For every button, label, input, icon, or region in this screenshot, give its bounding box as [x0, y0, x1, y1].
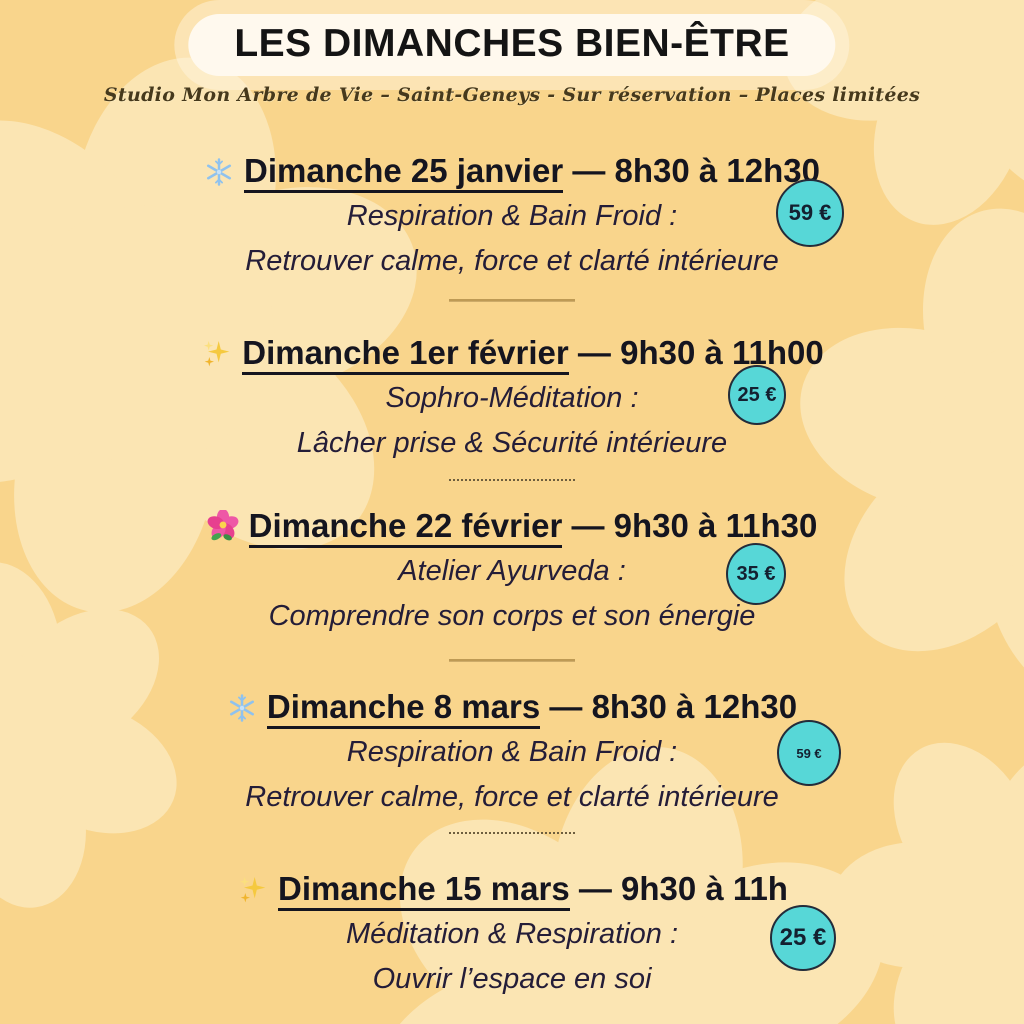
title-pill: LES DIMANCHES BIEN-ÊTRE: [188, 14, 836, 76]
event-description-1: Sophro-Méditation :: [385, 382, 639, 414]
event-time: 9h30 à 11h: [621, 870, 788, 907]
price-badge: 59 €: [777, 720, 841, 786]
sparkles-icon: [200, 335, 232, 381]
page-subtitle: Studio Mon Arbre de Vie – Saint-Geneys -…: [103, 84, 921, 106]
event-heading: Dimanche 8 mars — 8h30 à 12h30: [0, 684, 1024, 730]
event-time: 8h30 à 12h30: [591, 688, 798, 725]
hibiscus-icon: [207, 508, 239, 554]
dash: —: [577, 334, 611, 371]
event-item-3: Dimanche 22 février — 9h30 à 11h30 Ateli…: [0, 503, 1024, 639]
event-item-4: Dimanche 8 mars — 8h30 à 12h30 Respirati…: [0, 684, 1024, 820]
separator: [449, 299, 575, 301]
event-description-1: Respiration & Bain Froid :: [346, 736, 678, 768]
event-description-1: Atelier Ayurveda :: [398, 555, 626, 587]
event-heading: Dimanche 22 février — 9h30 à 11h30: [0, 503, 1024, 549]
event-description-2: Ouvrir l’espace en soi: [372, 963, 652, 995]
event-description-2: Comprendre son corps et son énergie: [268, 600, 756, 632]
separator: [449, 479, 575, 481]
event-heading: Dimanche 25 janvier — 8h30 à 12h30: [0, 148, 1024, 194]
event-description-2: Retrouver calme, force et clarté intérie…: [245, 245, 779, 277]
event-item-2: Dimanche 1er février — 9h30 à 11h00 Soph…: [0, 330, 1024, 466]
separator: [449, 832, 575, 834]
event-item-5: Dimanche 15 mars — 9h30 à 11h Méditation…: [0, 866, 1024, 1002]
event-date: Dimanche 1er février: [242, 334, 569, 375]
snowflake-icon: [204, 153, 234, 199]
dash: —: [549, 688, 583, 725]
separator: [449, 659, 575, 661]
price-badge: 35 €: [726, 543, 786, 605]
event-date: Dimanche 15 mars: [278, 870, 570, 911]
price-badge: 59 €: [776, 179, 844, 247]
event-description-2: Lâcher prise & Sécurité intérieure: [296, 427, 728, 459]
event-time: 9h30 à 11h30: [613, 507, 818, 544]
event-description-1: Respiration & Bain Froid :: [346, 200, 678, 232]
dash: —: [578, 870, 612, 907]
page-title: LES DIMANCHES BIEN-ÊTRE: [234, 22, 790, 65]
dash: —: [571, 507, 605, 544]
event-heading: Dimanche 15 mars — 9h30 à 11h: [0, 866, 1024, 912]
event-date: Dimanche 8 mars: [266, 688, 541, 729]
snowflake-icon: [227, 689, 257, 735]
dash: —: [572, 152, 606, 189]
event-item-1: Dimanche 25 janvier — 8h30 à 12h30 Respi…: [0, 148, 1024, 284]
event-time: 9h30 à 11h00: [620, 334, 824, 371]
event-date: Dimanche 25 janvier: [244, 152, 564, 193]
sparkles-icon: [236, 871, 268, 917]
price-badge: 25 €: [728, 365, 786, 425]
event-time: 8h30 à 12h30: [614, 152, 820, 189]
event-description-2: Retrouver calme, force et clarté intérie…: [245, 781, 779, 813]
event-description-1: Méditation & Respiration :: [345, 918, 679, 950]
price-badge: 25 €: [770, 905, 836, 971]
event-date: Dimanche 22 février: [248, 507, 563, 548]
event-heading: Dimanche 1er février — 9h30 à 11h00: [0, 330, 1024, 376]
